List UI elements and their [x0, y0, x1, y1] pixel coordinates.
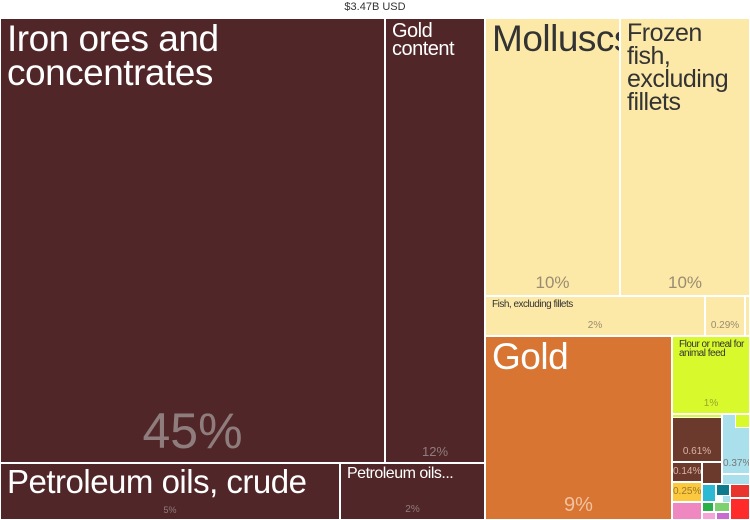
- cell-percentage: 2%: [405, 504, 420, 515]
- cell-label: Flour or meal for animal feed: [679, 339, 744, 360]
- cell-percentage: 10%: [667, 273, 703, 292]
- treemap-minor-tile: [702, 512, 716, 520]
- treemap-minor-tile: [716, 512, 730, 520]
- treemap: Iron ores and concentrates 45% Gold conten…: [0, 18, 750, 520]
- treemap-minor-tile: [672, 414, 722, 418]
- cell-percentage: 0.25%: [673, 486, 702, 497]
- treemap-cell-gold: Gold 9%: [485, 336, 672, 520]
- cell-percentage: 9%: [564, 494, 593, 516]
- treemap-minor-tile: [702, 484, 716, 502]
- cell-percentage: 1%: [703, 398, 719, 409]
- cell-percentage: 5%: [163, 505, 177, 515]
- treemap-minor-tile: [730, 484, 750, 498]
- treemap-minor-tile: [745, 296, 750, 336]
- treemap-cell-item-13: 0.25%: [672, 482, 702, 502]
- treemap-cell-flour-or-meal-for-animal-feed: Flour or meal for animal feed 1%: [672, 336, 750, 414]
- treemap-cell-petroleum-oils: Petroleum oils... 2%: [340, 463, 485, 520]
- cell-label: Gold: [492, 336, 569, 377]
- treemap-cell-iron-ores-and-concentrates: Iron ores and concentrates 45%: [0, 18, 385, 463]
- cell-label: Molluscs: [492, 18, 620, 59]
- cell-percentage: 0.61%: [682, 446, 712, 457]
- treemap-minor-tile: [730, 498, 750, 520]
- cell-percentage: 0.37%: [723, 458, 750, 469]
- cell-percentage: 45%: [142, 403, 243, 459]
- cell-label: Frozen fish, excluding fillets: [627, 19, 729, 116]
- cell-label: Petroleum oils, crude: [7, 463, 307, 500]
- treemap-cell-fish-excluding-fillets: Fish, excluding fillets 2%: [485, 296, 705, 336]
- cell-percentage: 10%: [535, 273, 570, 292]
- cell-label: Iron ores and concentrates: [7, 18, 219, 94]
- cell-label: Petroleum oils...: [347, 465, 454, 482]
- cell-percentage: 0.29%: [710, 320, 740, 331]
- cell-label: Fish, excluding fillets: [492, 299, 573, 310]
- treemap-minor-tile: [735, 414, 750, 428]
- cell-percentage: 0.14%: [673, 466, 702, 477]
- treemap-minor-tile: [672, 502, 702, 520]
- total-value-label: $3.47B USD: [344, 1, 406, 13]
- treemap-cell-item-7: 0.29%: [705, 296, 745, 336]
- treemap-cell-molluscs: Molluscs 10%: [485, 18, 620, 296]
- treemap-cell-frozen-fish-excluding-fillets: Frozen fish, excluding fillets 10%: [620, 18, 750, 296]
- treemap-cell-gold-content: Gold content 12%: [385, 18, 485, 463]
- treemap-minor-tile: [716, 484, 730, 496]
- treemap-cell-item-10: 0.61%: [672, 414, 722, 462]
- cell-label: Gold content: [392, 20, 455, 61]
- treemap-cell-petroleum-oils-crude: Petroleum oils, crude 5%: [0, 463, 340, 520]
- treemap-minor-tile: [714, 502, 730, 512]
- treemap-cell-item-12: 0.14%: [672, 462, 702, 482]
- cell-percentage: 2%: [587, 320, 603, 331]
- cell-percentage: 12%: [421, 444, 449, 459]
- treemap-minor-tile: [702, 502, 714, 512]
- treemap-minor-tile: [702, 462, 722, 484]
